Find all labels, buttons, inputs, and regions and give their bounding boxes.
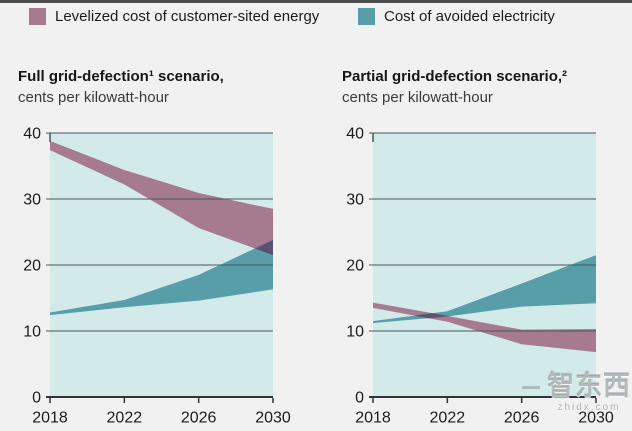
x-tick-label: 2026 (504, 410, 540, 427)
x-tick-label: 2018 (355, 410, 391, 427)
y-tick-label: 30 (23, 192, 41, 209)
legend-item-levelized: Levelized cost of customer-sited energy (29, 8, 319, 25)
chart-title-full-line1: Full grid-defection¹ scenario, (18, 68, 224, 85)
legend-label-levelized: Levelized cost of customer-sited energy (55, 8, 320, 25)
y-tick-label: 20 (23, 258, 41, 275)
levelized-swatch-icon (29, 8, 46, 25)
y-tick-label: 0 (355, 390, 364, 407)
y-tick-label: 0 (32, 390, 41, 407)
y-tick-label: 40 (23, 126, 41, 143)
y-tick-label: 30 (346, 192, 364, 209)
levelized-band (50, 140, 273, 256)
avoided-band (50, 239, 273, 316)
avoided-swatch-icon (358, 8, 375, 25)
chart-title-full: Full grid-defection¹ scenario, cents per… (18, 66, 318, 108)
x-tick-label: 2030 (578, 410, 614, 427)
chart-title-full-line2: cents per kilowatt-hour (18, 89, 169, 106)
x-tick-label: 2022 (430, 410, 466, 427)
legend-item-avoided: Cost of avoided electricity (358, 8, 555, 25)
x-tick-label: 2018 (32, 410, 68, 427)
overlap-band (255, 239, 273, 256)
y-tick-label: 40 (346, 126, 364, 143)
y-tick-label: 10 (346, 324, 364, 341)
x-tick-label: 2022 (107, 410, 143, 427)
watermark-dash-icon (522, 386, 540, 389)
chart-title-partial: Partial grid-defection scenario,² cents … (342, 66, 632, 108)
legend-label-avoided: Cost of avoided electricity (384, 8, 555, 25)
y-tick-label: 10 (23, 324, 41, 341)
avoided-band (373, 255, 596, 324)
y-tick-label: 20 (346, 258, 364, 275)
x-tick-label: 2030 (255, 410, 291, 427)
chart-title-partial-line1: Partial grid-defection scenario,² (342, 68, 568, 85)
top-border (0, 0, 632, 3)
overlap-band (414, 313, 450, 319)
chart-title-partial-line2: cents per kilowatt-hour (342, 89, 493, 106)
x-tick-label: 2026 (181, 410, 217, 427)
